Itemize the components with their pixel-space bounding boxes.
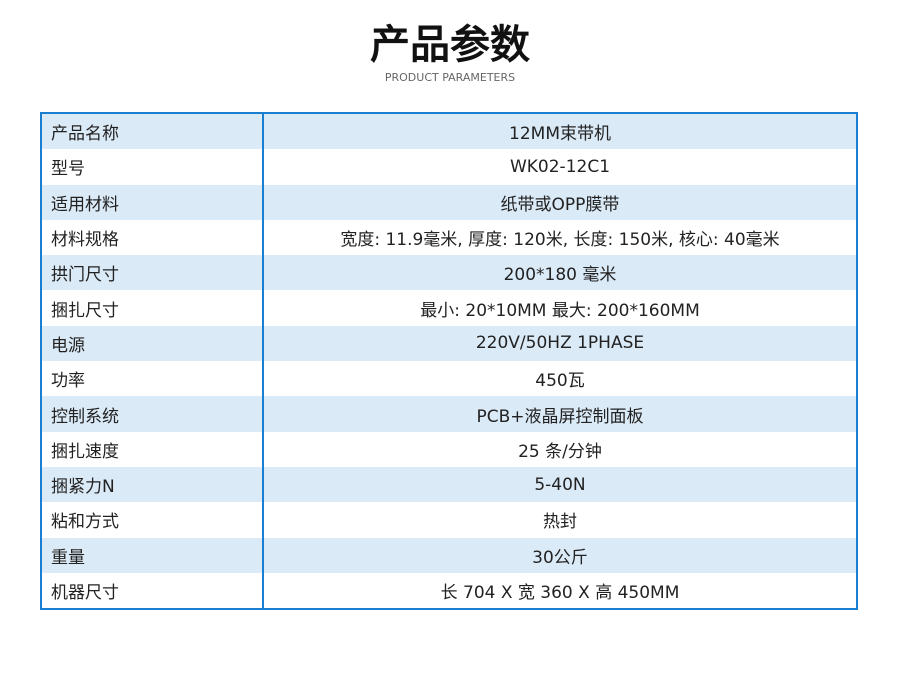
table-row: 粘和方式 热封 bbox=[41, 502, 857, 538]
param-name: 产品名称 bbox=[41, 113, 264, 150]
table-row: 捆扎尺寸 最小: 20*10MM 最大: 200*160MM bbox=[41, 290, 857, 326]
param-name: 控制系统 bbox=[41, 396, 264, 432]
param-value: WK02-12C1 bbox=[509, 156, 611, 177]
param-name: 机器尺寸 bbox=[41, 572, 264, 610]
param-name: 材料规格 bbox=[41, 219, 264, 256]
param-name: 捆紧力N bbox=[41, 466, 264, 503]
page-subtitle: PRODUCT PARAMETERS bbox=[384, 71, 516, 84]
param-name: 捆扎速度 bbox=[41, 431, 264, 467]
param-value: 25 条/分钟 bbox=[518, 441, 602, 462]
param-value: 5-40N bbox=[263, 466, 857, 503]
param-value: 30公斤 bbox=[263, 537, 857, 573]
page-title: 产品参数 bbox=[370, 22, 530, 68]
param-value: 200*180 毫米 bbox=[263, 255, 857, 291]
table-row: 材料规格 宽度: 11.9毫米, 厚度: 120米, 长度: 150米, 核心: … bbox=[41, 219, 857, 256]
table-row: 型号 WK02-12C1 bbox=[41, 149, 857, 185]
table-row: 功率 450瓦 bbox=[41, 361, 857, 397]
params-table: 产品名称 12MM束带机 型号 WK02-12C1 适用材料 纸带或OPP膜带 材料规格 宽度… bbox=[40, 112, 858, 611]
param-value: 宽度: 11.9毫米, 厚度: 120米, 长度: 150米, 核心: 40毫米 bbox=[340, 230, 780, 251]
table-row: 捆紧力N 5-40N bbox=[41, 466, 857, 503]
param-value: 长 704 X 宽 360 X 高 450MM bbox=[440, 583, 680, 603]
param-value: PCB+液晶屏控制面板 bbox=[263, 396, 857, 432]
table-row: 捆扎速度 25 条/分钟 bbox=[41, 431, 857, 467]
table-row: 产品名称 12MM束带机 bbox=[41, 113, 857, 150]
param-value: 热封 bbox=[543, 512, 577, 533]
table-row: 控制系统 PCB+液晶屏控制面板 bbox=[41, 396, 857, 432]
table-row: 重量 30公斤 bbox=[41, 537, 857, 573]
param-value: 最小: 20*10MM 最大: 200*160MM bbox=[420, 300, 700, 321]
param-value: 纸带或OPP膜带 bbox=[263, 184, 857, 220]
param-value: 450瓦 bbox=[535, 371, 585, 392]
table-row: 电源 220V/50HZ 1PHASE bbox=[41, 325, 857, 362]
param-name: 重量 bbox=[41, 537, 264, 573]
table-row: 机器尺寸 长 704 X 宽 360 X 高 450MM bbox=[41, 572, 857, 610]
param-name: 拱门尺寸 bbox=[41, 255, 264, 291]
table-row: 拱门尺寸 200*180 毫米 bbox=[41, 255, 857, 291]
param-name: 功率 bbox=[41, 361, 264, 397]
param-name: 型号 bbox=[41, 149, 264, 185]
table-row: 适用材料 纸带或OPP膜带 bbox=[41, 184, 857, 220]
param-name: 适用材料 bbox=[41, 184, 264, 220]
param-name: 粘和方式 bbox=[41, 502, 264, 538]
param-value: 220V/50HZ 1PHASE bbox=[263, 325, 857, 362]
param-name: 捆扎尺寸 bbox=[41, 290, 264, 326]
param-value: 12MM束带机 bbox=[263, 113, 857, 150]
param-name: 电源 bbox=[41, 325, 264, 362]
